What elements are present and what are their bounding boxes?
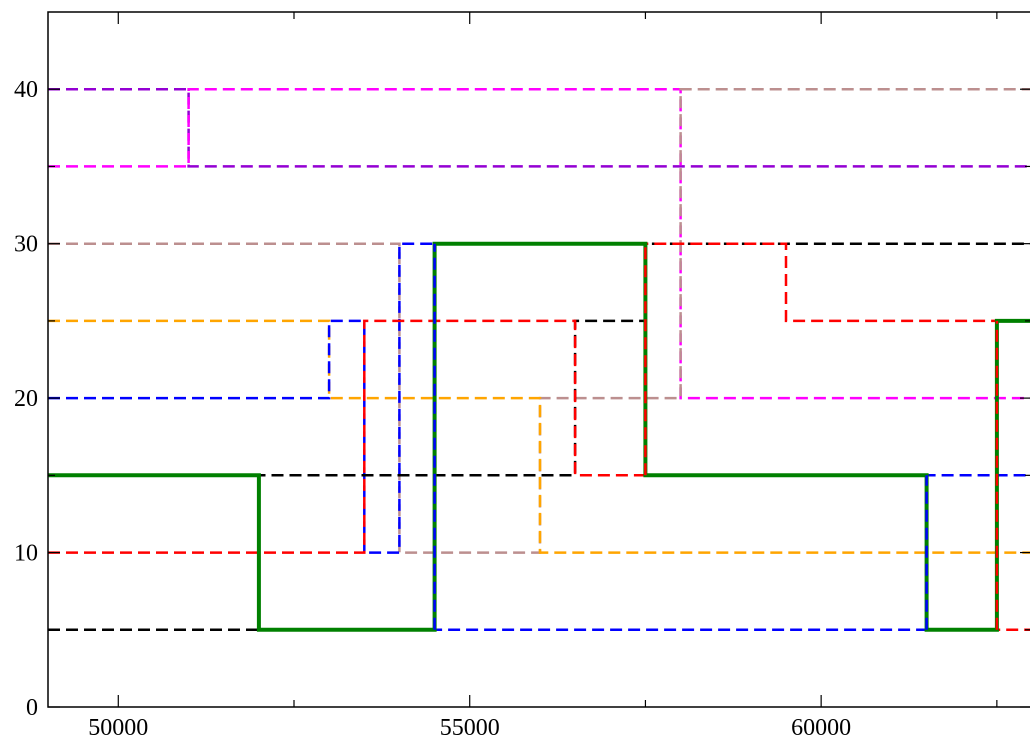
y-tick-label: 40 [14,77,38,103]
series-line-1 [48,87,1030,168]
x-tick-label: 60000 [791,715,851,738]
label-layer: 50000 55000 60000 0 10 20 30 40 [14,77,851,738]
series-line-7 [48,242,1030,632]
series-line-4 [48,319,1030,554]
y-tick-label: 10 [14,541,38,567]
y-tick-label: 20 [14,386,38,412]
y-tick-label: 0 [26,695,38,721]
series-line-8 [48,241,1030,632]
series-line-3 [48,87,1030,554]
plot-frame [47,11,1030,708]
x-tick-label: 55000 [440,715,500,738]
series-layer [48,87,1030,632]
x-tick-label: 50000 [88,715,148,738]
y-tick-label: 30 [14,232,38,258]
tick-layer [48,12,1030,708]
series-line-2 [48,87,1030,400]
series-line-6 [48,242,1030,632]
series-line-5 [48,242,1030,632]
